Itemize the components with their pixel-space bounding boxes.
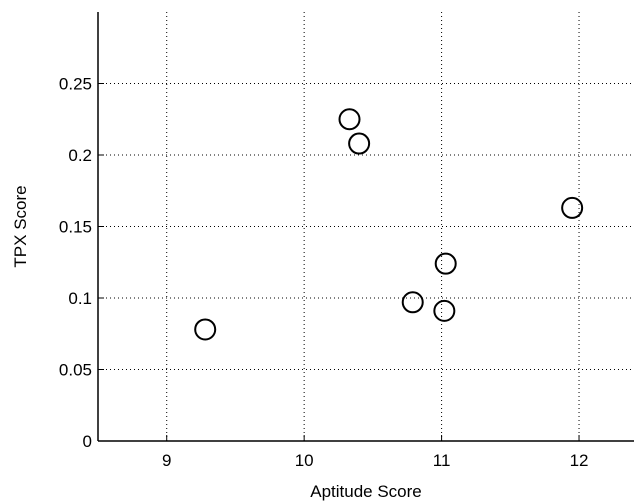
x-tick-label: 9 (162, 451, 171, 470)
x-tick-label: 12 (570, 451, 589, 470)
grid-lines (98, 12, 634, 441)
data-point (401, 291, 424, 314)
data-point (338, 108, 361, 131)
y-tick-label: 0 (83, 432, 92, 451)
data-point (433, 299, 456, 322)
y-tick-label: 0.2 (68, 146, 92, 165)
y-tick-label: 0.1 (68, 289, 92, 308)
axes (97, 12, 634, 442)
x-tick-label: 11 (433, 451, 451, 470)
y-tick-label: 0.05 (59, 361, 92, 380)
tick-labels: 9 10 11 12 0 0.05 0.1 0.15 0.2 0.25 (59, 75, 589, 471)
data-point (434, 252, 457, 275)
x-axis-label: Aptitude Score (310, 482, 422, 501)
y-tick-label: 0.25 (59, 75, 92, 94)
data-point (194, 318, 217, 341)
y-axis-label: TPX Score (11, 185, 30, 267)
data-points (194, 108, 584, 341)
x-tick-label: 10 (295, 451, 314, 470)
data-point (348, 132, 371, 155)
data-point (561, 196, 584, 219)
y-tick-label: 0.15 (59, 218, 92, 237)
